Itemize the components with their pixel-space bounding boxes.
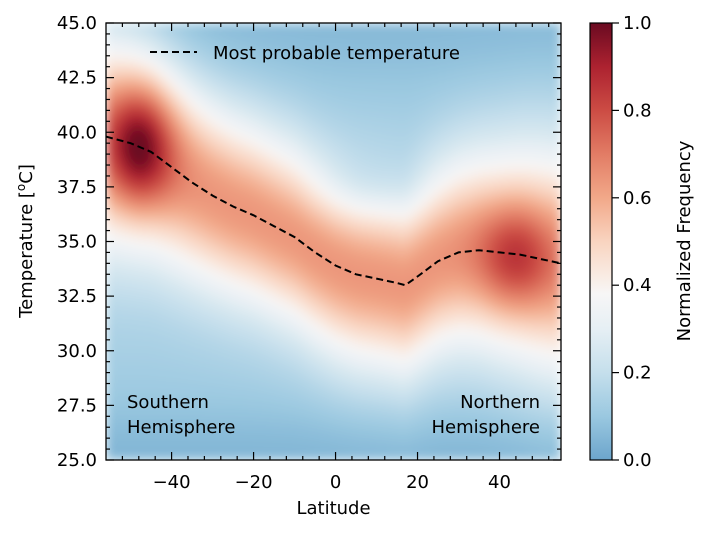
- y-axis-label-unit: C]: [16, 164, 37, 184]
- y-tick-label: 25.0: [57, 450, 97, 471]
- northern-hemisphere-annotation: Northern Hemisphere: [431, 392, 540, 438]
- y-tick-label: 30.0: [57, 341, 97, 362]
- x-tick-labels: −40 −20 0 20 40: [153, 472, 511, 493]
- x-axis-label: Latitude: [296, 498, 370, 519]
- colorbar-tick-label: 0.4: [623, 275, 652, 296]
- southern-hemisphere-annotation: Southern Hemisphere: [127, 392, 236, 438]
- y-tick-labels: 25.0 27.5 30.0 32.5 35.0 37.5 40.0 42.5 45.0: [57, 13, 97, 471]
- y-tick-label: 32.5: [57, 286, 97, 307]
- x-tick-label: −20: [235, 472, 273, 493]
- x-tick-label: 40: [488, 472, 511, 493]
- legend-entry: Most probable temperature: [213, 43, 460, 64]
- colorbar-tick-label: 1.0: [623, 13, 652, 34]
- legend: Most probable temperature: [150, 43, 460, 64]
- x-tick-label: −40: [153, 472, 191, 493]
- y-axis-label-main: Temperature [: [16, 191, 37, 319]
- y-tick-label: 35.0: [57, 232, 97, 253]
- y-tick-label: 42.5: [57, 68, 97, 89]
- y-tick-label: 40.0: [57, 122, 97, 143]
- colorbar: 0.0 0.2 0.4 0.6 0.8 1.0 Normalized Frequency: [589, 13, 695, 471]
- heatmap: [106, 23, 561, 460]
- colorbar-label: Normalized Frequency: [674, 140, 695, 341]
- colorbar-tick-label: 0.0: [623, 450, 652, 471]
- axis-ticks: [106, 22, 561, 461]
- colorbar-tick-label: 0.2: [623, 363, 652, 384]
- y-axis-label: Temperature [oC]: [14, 164, 37, 319]
- most-probable-temperature-line: [106, 135, 561, 287]
- x-tick-label: 20: [406, 472, 429, 493]
- y-axis-label-degree: o: [14, 184, 28, 191]
- southern-hemisphere-label: Hemisphere: [127, 417, 236, 438]
- heatmap-image: [106, 23, 561, 460]
- colorbar-tick-label: 0.6: [623, 188, 652, 209]
- northern-label: Northern: [460, 392, 540, 413]
- northern-hemisphere-label: Hemisphere: [431, 417, 540, 438]
- x-tick-label: 0: [330, 472, 341, 493]
- colorbar-gradient: [589, 22, 613, 461]
- y-tick-label: 37.5: [57, 177, 97, 198]
- y-tick-label: 27.5: [57, 395, 97, 416]
- colorbar-tick-label: 0.8: [623, 100, 652, 121]
- y-tick-label: 45.0: [57, 13, 97, 34]
- colorbar-ticks: 0.0 0.2 0.4 0.6 0.8 1.0: [612, 13, 652, 471]
- southern-label: Southern: [127, 392, 209, 413]
